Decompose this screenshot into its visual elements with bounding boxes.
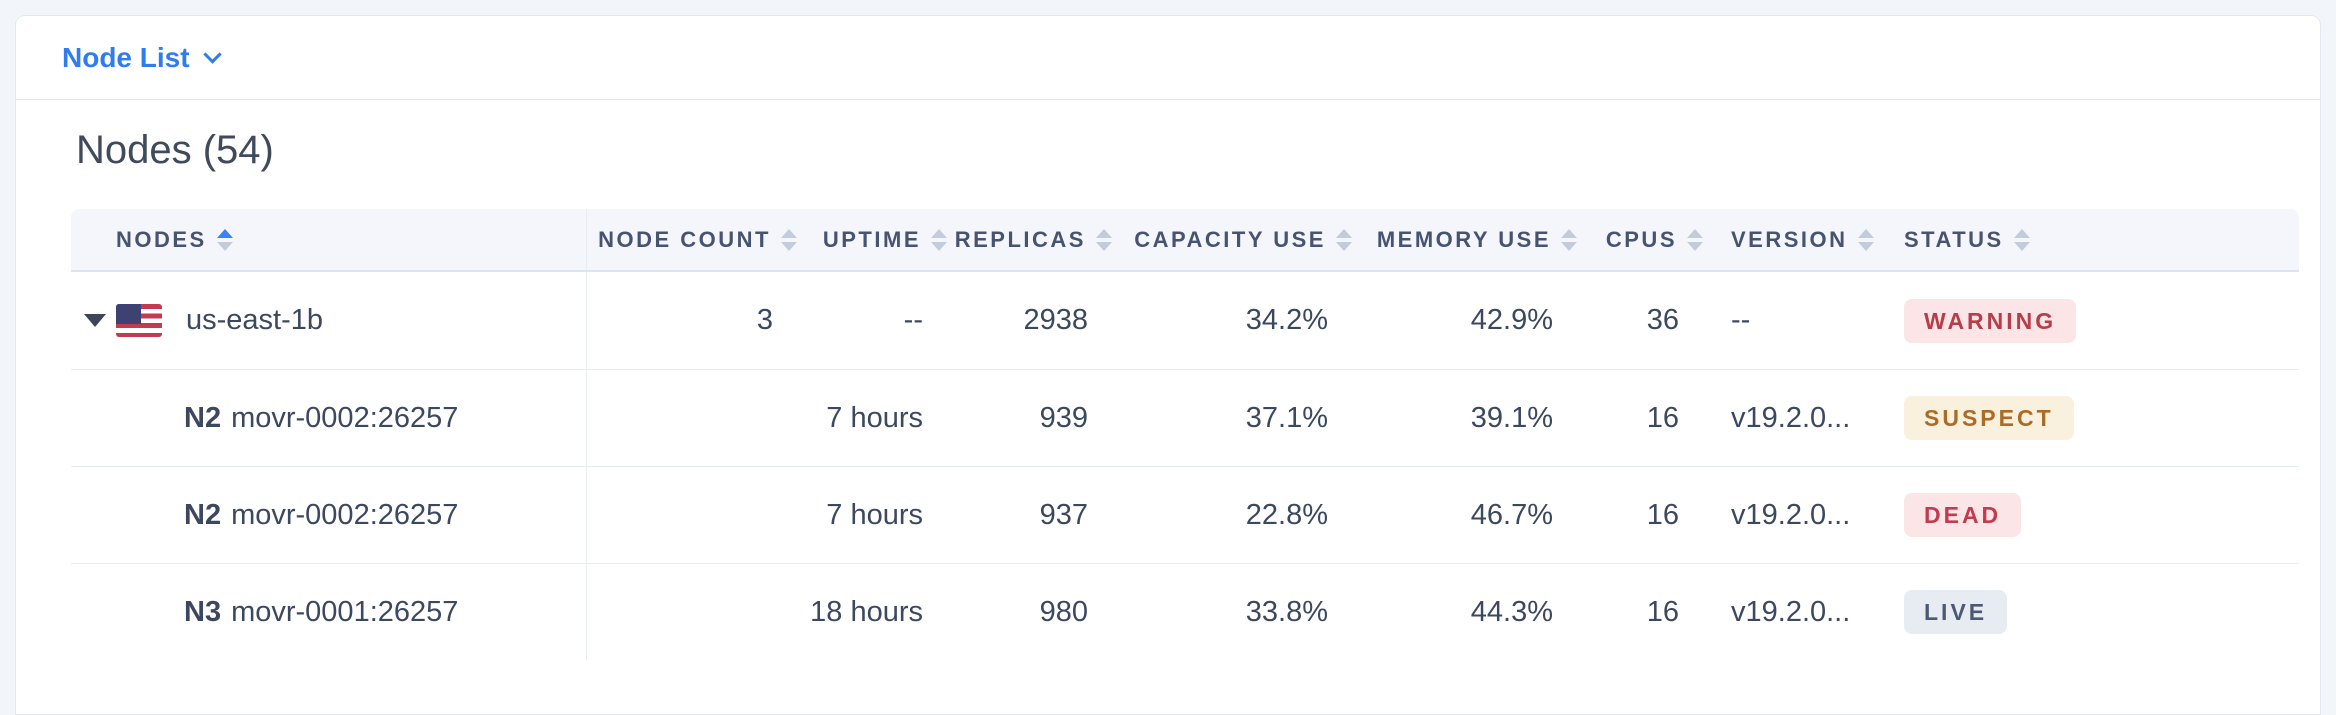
memory-use-cell: 42.9% <box>1470 304 1553 336</box>
column-header-replicas[interactable]: REPLICAS <box>951 209 1116 270</box>
chevron-down-icon <box>202 45 222 64</box>
column-header-label: NODE COUNT <box>598 226 771 252</box>
replicas-cell: 937 <box>1039 498 1088 531</box>
node-name-cell: N2 movr-0002:26257 <box>71 467 587 563</box>
sort-icon[interactable] <box>1096 228 1112 251</box>
sort-icon[interactable] <box>931 228 947 251</box>
node-count-cell <box>587 467 801 563</box>
capacity-use-cell: 34.2% <box>1245 304 1328 336</box>
node-id: N2 <box>184 498 222 531</box>
capacity-use-cell: 37.1% <box>1245 401 1328 434</box>
collapse-caret-icon[interactable] <box>84 314 106 327</box>
column-header-memory-use[interactable]: MEMORY USE <box>1356 209 1581 270</box>
memory-use-cell: 46.7% <box>1470 498 1553 531</box>
column-header-label: CAPACITY USE <box>1134 226 1326 252</box>
column-header-label: CPUS <box>1605 226 1677 252</box>
column-header-label: STATUS <box>1904 226 2004 252</box>
version-cell: v19.2.0... <box>1731 498 1851 531</box>
replicas-cell: 939 <box>1039 401 1088 434</box>
status-cell: WARNING <box>1889 272 2299 369</box>
node-address: movr-0001:26257 <box>231 595 459 628</box>
sort-icon[interactable] <box>1687 228 1703 251</box>
uptime-cell: 18 hours <box>810 595 923 628</box>
sort-icon[interactable] <box>2013 228 2030 251</box>
cpus-cell: 16 <box>1646 498 1679 531</box>
cpus-cell: 36 <box>1646 304 1679 336</box>
version-cell: v19.2.0... <box>1731 595 1851 628</box>
version-cell: v19.2.0... <box>1731 401 1851 434</box>
node-count-cell: 3 <box>756 304 773 336</box>
table-row-node[interactable]: N2 movr-0002:26257 7 hours 937 22.8% 46.… <box>71 466 2299 563</box>
us-flag-icon <box>116 304 162 337</box>
uptime-cell: -- <box>903 304 923 336</box>
cpus-cell: 16 <box>1646 401 1679 434</box>
cpus-cell: 16 <box>1646 595 1679 628</box>
node-id: N2 <box>184 401 222 434</box>
region-name: us-east-1b <box>186 304 324 336</box>
column-header-uptime[interactable]: UPTIME <box>801 209 951 270</box>
column-header-cpus[interactable]: CPUS <box>1581 209 1707 270</box>
table-row-region[interactable]: us-east-1b 3 -- 2938 34.2% 42.9% 36 -- W… <box>71 272 2299 369</box>
column-header-label: MEMORY USE <box>1376 226 1551 252</box>
node-list-view-dropdown[interactable]: Node List <box>62 41 222 74</box>
status-badge: SUSPECT <box>1904 396 2074 440</box>
capacity-use-cell: 33.8% <box>1245 595 1328 628</box>
nodes-table: NODES NODE COUNT UPTIME REPLICAS CAPACIT… <box>71 209 2299 660</box>
column-header-status[interactable]: STATUS <box>1889 209 2299 270</box>
node-address: movr-0002:26257 <box>231 498 459 531</box>
node-id: N3 <box>184 595 222 628</box>
status-cell: DEAD <box>1889 467 2299 563</box>
breadcrumb-bar: Node List <box>16 16 2320 100</box>
column-header-label: UPTIME <box>822 226 921 252</box>
node-list-view-label: Node List <box>62 41 190 73</box>
column-header-label: REPLICAS <box>954 226 1086 252</box>
status-cell: SUSPECT <box>1889 370 2299 466</box>
status-cell: LIVE <box>1889 564 2299 660</box>
memory-use-cell: 44.3% <box>1470 595 1553 628</box>
column-header-label: VERSION <box>1731 226 1848 252</box>
column-header-node-count[interactable]: NODE COUNT <box>587 209 801 270</box>
table-header-row: NODES NODE COUNT UPTIME REPLICAS CAPACIT… <box>71 209 2299 272</box>
column-header-capacity-use[interactable]: CAPACITY USE <box>1116 209 1356 270</box>
page-title: Nodes (54) <box>76 128 274 172</box>
sort-icon[interactable] <box>781 228 797 251</box>
status-badge: LIVE <box>1904 590 2008 634</box>
table-row-node[interactable]: N3 movr-0001:26257 18 hours 980 33.8% 44… <box>71 563 2299 660</box>
uptime-cell: 7 hours <box>826 401 923 434</box>
column-header-nodes[interactable]: NODES <box>71 209 587 270</box>
table-row-node[interactable]: N2 movr-0002:26257 7 hours 939 37.1% 39.… <box>71 369 2299 466</box>
node-count-cell <box>587 370 801 466</box>
node-count-cell <box>587 564 801 660</box>
node-name-cell: N2 movr-0002:26257 <box>71 370 587 466</box>
memory-use-cell: 39.1% <box>1470 401 1553 434</box>
node-name-cell: N3 movr-0001:26257 <box>71 564 587 660</box>
replicas-cell: 980 <box>1039 595 1088 628</box>
column-header-version[interactable]: VERSION <box>1707 209 1889 270</box>
sort-icon[interactable] <box>1857 228 1874 251</box>
node-list-card: Node List Nodes (54) NODES NODE COUNT UP… <box>15 15 2321 715</box>
sort-icon[interactable] <box>1336 228 1352 251</box>
uptime-cell: 7 hours <box>826 498 923 531</box>
status-badge: DEAD <box>1904 493 2022 537</box>
replicas-cell: 2938 <box>1023 304 1088 336</box>
region-name-cell: us-east-1b <box>71 272 587 369</box>
status-badge: WARNING <box>1904 298 2077 343</box>
version-cell: -- <box>1731 304 1751 336</box>
capacity-use-cell: 22.8% <box>1245 498 1328 531</box>
column-header-label: NODES <box>116 226 207 252</box>
sort-icon[interactable] <box>216 228 233 251</box>
node-address: movr-0002:26257 <box>231 401 459 434</box>
sort-icon[interactable] <box>1561 228 1577 251</box>
